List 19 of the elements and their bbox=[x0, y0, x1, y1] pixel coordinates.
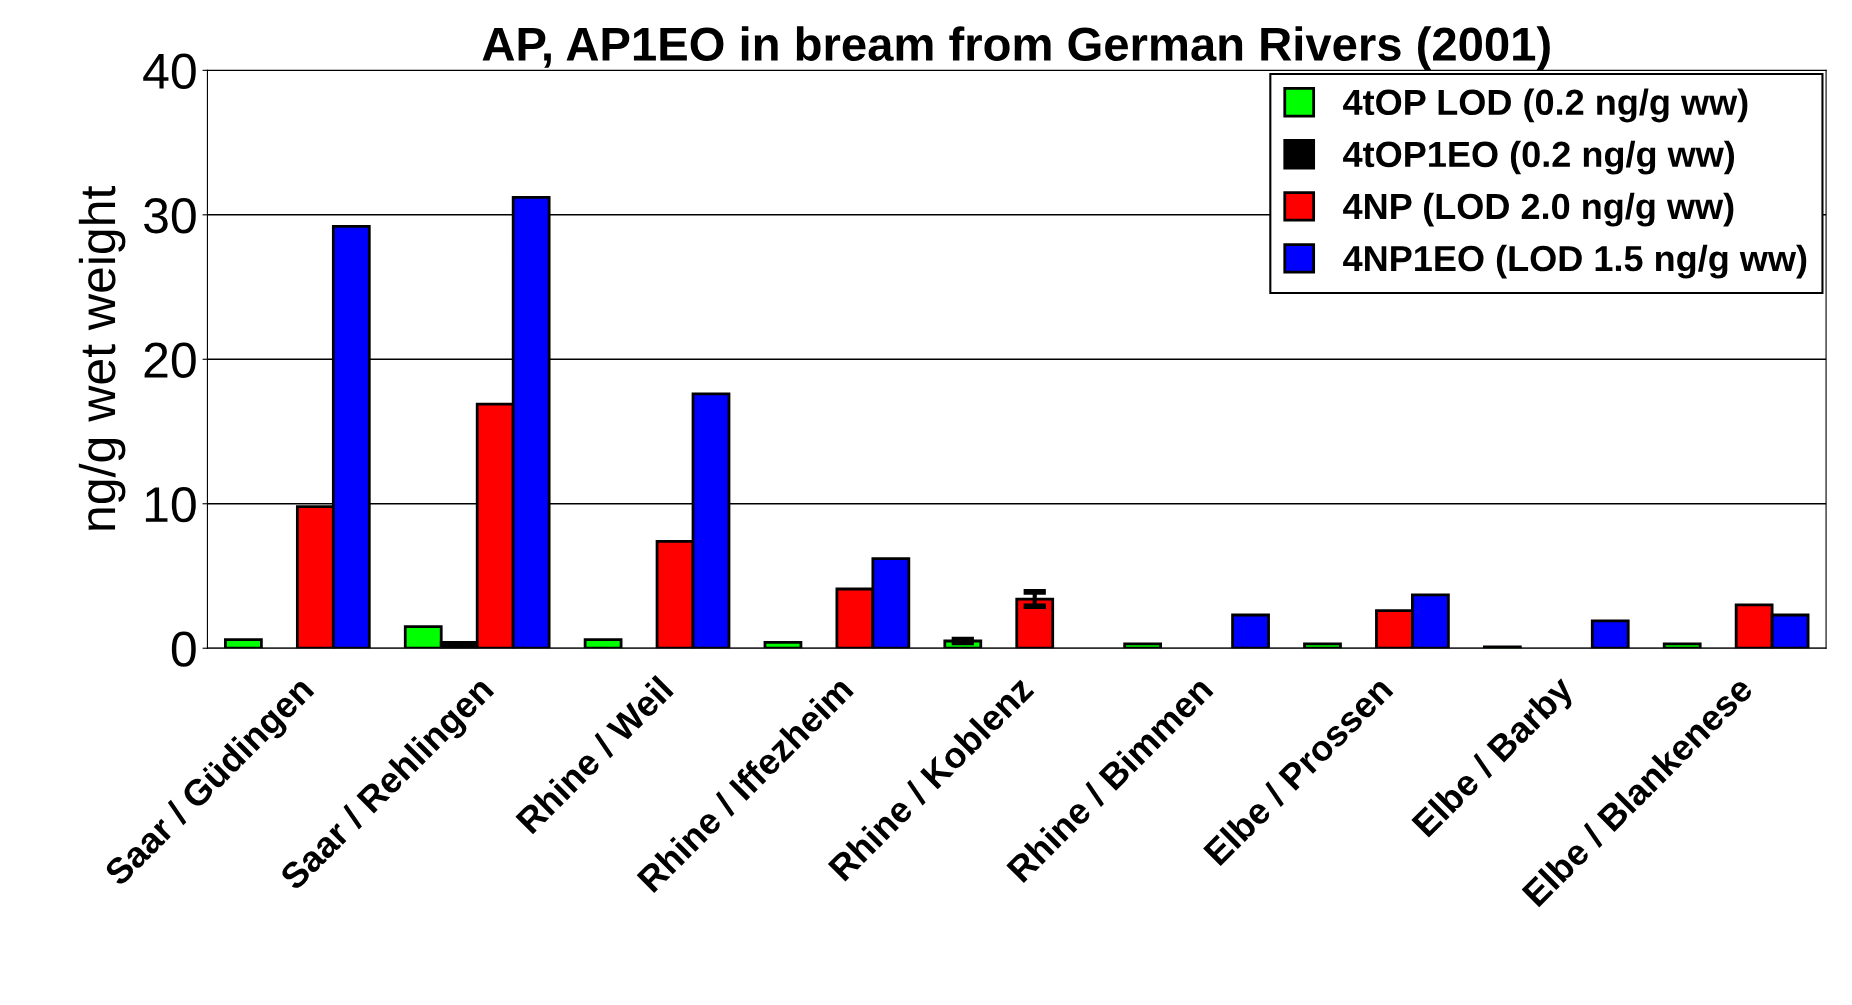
y-tick-label: 10 bbox=[145, 486, 196, 523]
bar bbox=[763, 641, 803, 649]
y-tick-label: 20 bbox=[144, 342, 196, 378]
y-tick-label: 30 bbox=[144, 198, 196, 234]
legend-label: 4tOP1EO (0.2 ng/g ww) bbox=[1343, 140, 1735, 175]
bar bbox=[1662, 642, 1702, 649]
bar bbox=[1231, 613, 1270, 649]
legend-label: 4tOP LOD (0.2 ng/g ww) bbox=[1343, 88, 1748, 123]
bar bbox=[583, 638, 623, 649]
bar bbox=[1123, 642, 1163, 649]
y-axis-title: ng/g wet weight bbox=[78, 185, 126, 530]
bar bbox=[224, 638, 263, 649]
chart-title: AP, AP1EO in bream from German Rivers (2001) bbox=[482, 26, 1550, 71]
legend-label: 4NP (LOD 2.0 ng/g ww) bbox=[1343, 192, 1734, 227]
legend-label: 4NP1EO (LOD 1.5 ng/g ww) bbox=[1343, 244, 1807, 279]
y-tick-label: 40 bbox=[143, 53, 196, 89]
bar bbox=[1590, 619, 1630, 649]
bar bbox=[1303, 642, 1342, 649]
y-tick-label: 0 bbox=[171, 631, 196, 667]
